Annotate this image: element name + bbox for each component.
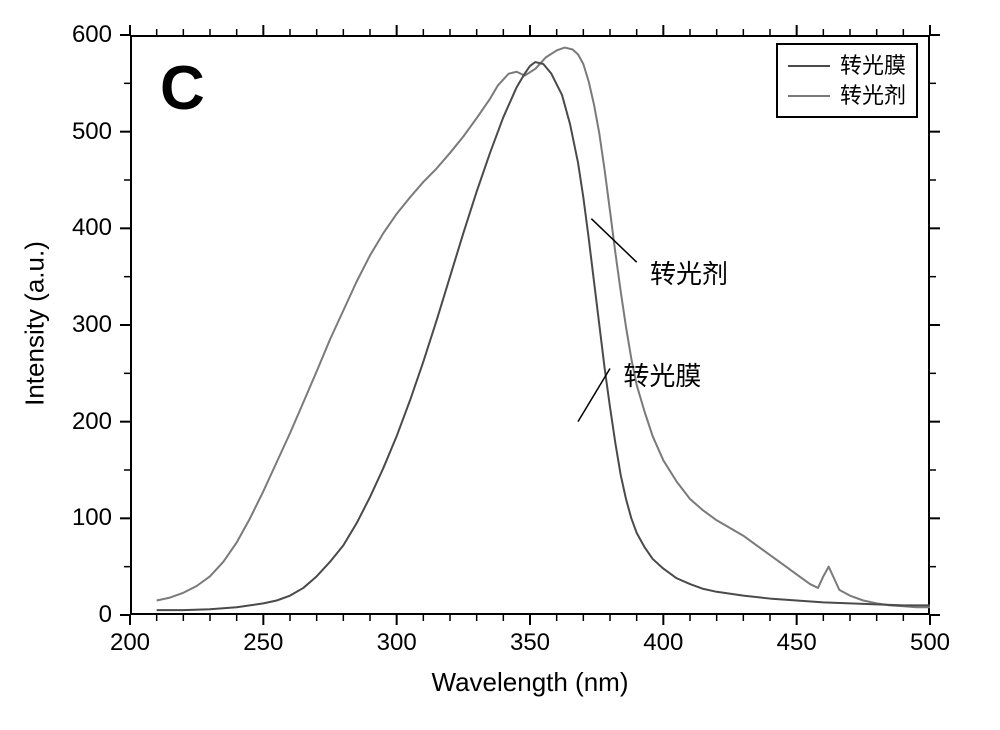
legend-label: 转光膜 (840, 51, 906, 81)
y-tick-label: 400 (62, 214, 112, 242)
x-tick-label: 450 (777, 629, 817, 657)
x-tick-label: 400 (643, 629, 683, 657)
y-tick-label: 200 (62, 408, 112, 436)
y-axis-label: Intensity (a.u.) (20, 34, 51, 614)
y-tick-label: 0 (62, 601, 112, 629)
inline-label: 转光膜 (623, 356, 701, 393)
x-tick-label: 300 (377, 629, 417, 657)
panel-letter: C (160, 53, 205, 124)
y-tick-label: 500 (62, 118, 112, 146)
callout-line (578, 369, 610, 422)
series-转光剂 (157, 48, 930, 608)
x-tick-label: 350 (510, 629, 550, 657)
inline-label: 转光剂 (650, 254, 728, 291)
legend-row: 转光剂 (788, 81, 906, 111)
x-axis-label: Wavelength (nm) (130, 667, 930, 698)
legend-row: 转光膜 (788, 51, 906, 81)
y-tick-label: 300 (62, 311, 112, 339)
x-tick-label: 500 (910, 629, 950, 657)
legend-label: 转光剂 (840, 81, 906, 111)
callout-line (591, 219, 636, 262)
series-转光膜 (157, 62, 930, 610)
y-tick-label: 100 (62, 504, 112, 532)
x-tick-label: 250 (243, 629, 283, 657)
legend-swatch (788, 95, 830, 97)
y-tick-label: 600 (62, 21, 112, 49)
x-tick-label: 200 (110, 629, 150, 657)
legend-swatch (788, 65, 830, 67)
legend: 转光膜转光剂 (776, 43, 918, 118)
